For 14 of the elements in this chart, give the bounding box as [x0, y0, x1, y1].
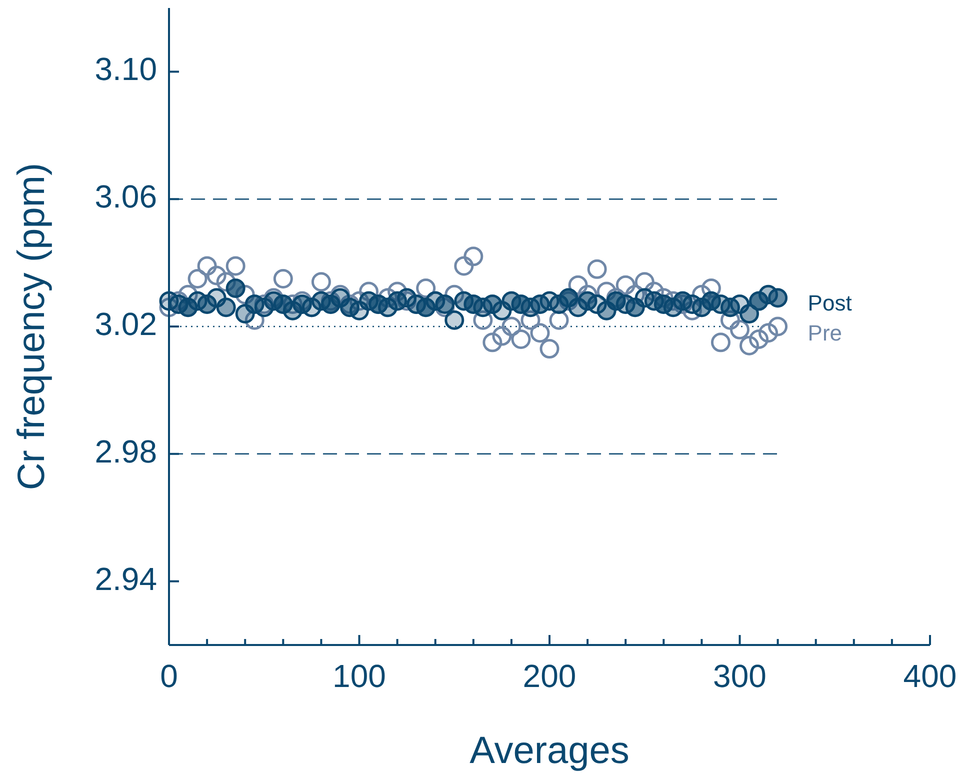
series-label: Post [808, 290, 852, 316]
y-axis-title: Cr frequency (ppm) [11, 162, 53, 490]
y-tick-label: 2.98 [94, 433, 157, 470]
x-tick-label: 200 [522, 658, 576, 694]
x-tick-label: 0 [160, 658, 178, 694]
series-label: Pre [808, 320, 842, 346]
x-axis-title: Averages [470, 730, 630, 772]
y-tick-label: 3.06 [94, 178, 157, 215]
y-tick-label: 3.02 [94, 306, 157, 342]
x-tick-label: 300 [713, 658, 766, 694]
y-tick-label: 2.94 [94, 560, 157, 597]
y-tick-label: 3.10 [94, 51, 157, 88]
x-tick-label: 100 [332, 658, 386, 694]
x-tick-label: 400 [903, 658, 957, 694]
